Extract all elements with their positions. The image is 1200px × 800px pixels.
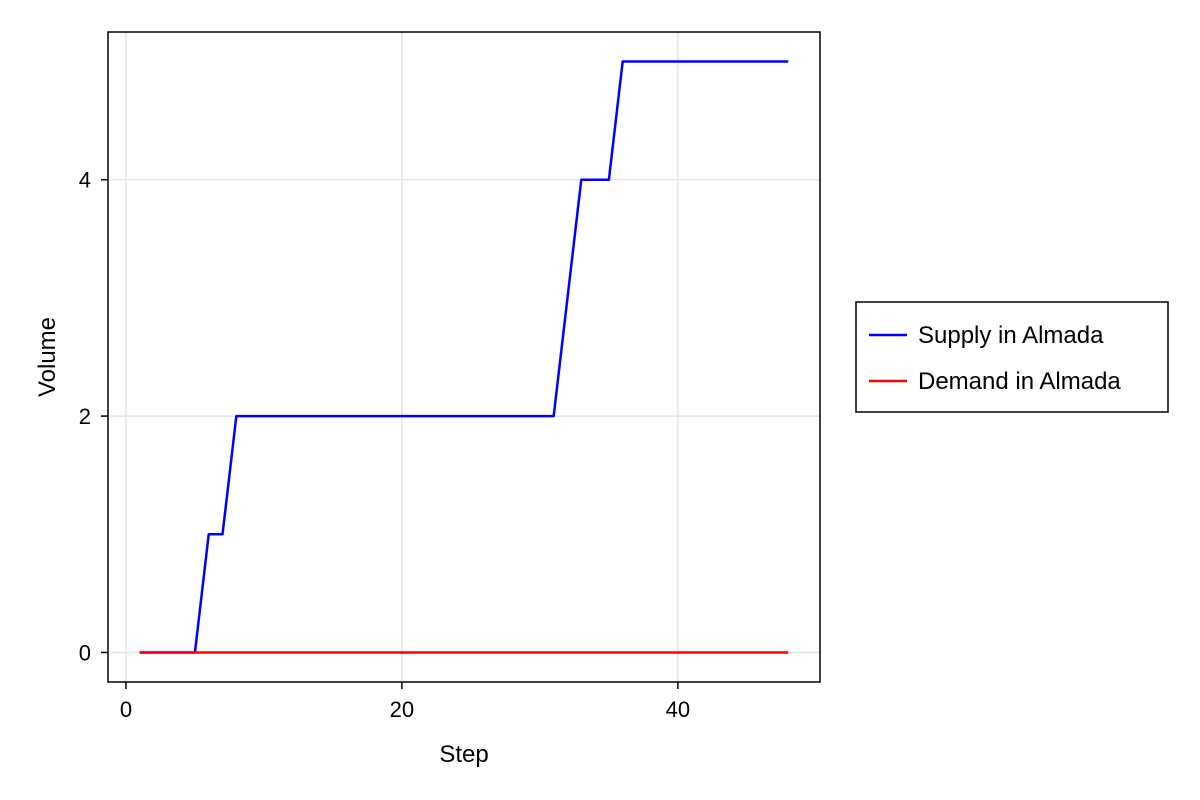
legend-box bbox=[855, 301, 1169, 413]
x-tick-label: 20 bbox=[390, 697, 414, 722]
y-axis-label: Volume bbox=[34, 317, 61, 397]
x-tick-label: 0 bbox=[120, 697, 132, 722]
x-axis-label: Step bbox=[439, 741, 488, 768]
legend: Supply in Almada Demand in Almada bbox=[855, 301, 1169, 413]
plot-lines bbox=[139, 60, 789, 654]
ticks: 0 20 40 0 2 4 bbox=[79, 168, 690, 722]
x-tick-label: 40 bbox=[666, 697, 690, 722]
legend-entries: Supply in Almada Demand in Almada bbox=[869, 322, 1121, 395]
series-line-1 bbox=[139, 60, 789, 654]
plot-frame bbox=[107, 31, 821, 683]
y-tick-label: 0 bbox=[79, 640, 91, 665]
y-tick-label: 2 bbox=[79, 404, 91, 429]
y-tick-label: 4 bbox=[79, 168, 91, 193]
legend-label-1: Supply in Almada bbox=[918, 322, 1104, 349]
legend-label-2: Demand in Almada bbox=[918, 368, 1121, 395]
